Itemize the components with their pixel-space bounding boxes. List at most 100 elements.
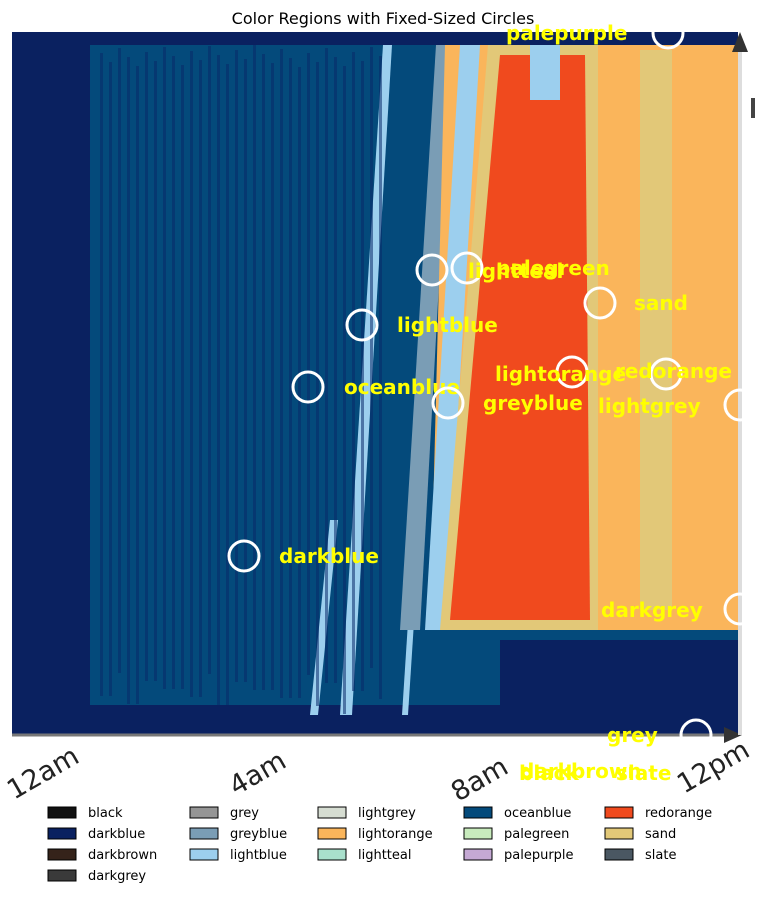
texture-stripe <box>136 66 139 704</box>
legend-swatch-greyblue <box>189 827 219 840</box>
marker-circle-sand <box>583 286 617 320</box>
region-label-palepurple: palepurple <box>506 21 627 45</box>
texture-stripe <box>199 60 202 697</box>
plot-area <box>12 32 738 735</box>
legend-item-darkblue: darkblue <box>47 827 145 842</box>
legend-label-palepurple: palepurple <box>504 848 574 863</box>
legend-label-redorange: redorange <box>645 806 712 821</box>
texture-stripe <box>343 66 346 714</box>
texture-stripe <box>307 53 310 675</box>
legend-label-slate: slate <box>645 848 676 863</box>
legend-item-sand: sand <box>604 827 676 842</box>
legend-label-darkgrey: darkgrey <box>88 869 146 884</box>
legend-label-palegreen: palegreen <box>504 827 569 842</box>
region-label-lightgrey: lightgrey <box>598 394 701 418</box>
texture-stripe <box>334 57 337 683</box>
texture-stripe <box>361 61 364 691</box>
region-left-darkblue <box>12 40 72 730</box>
region-label-lightblue: lightblue <box>397 313 498 337</box>
marker-circle-darkblue <box>227 539 261 573</box>
legend-swatch-darkgrey <box>47 869 77 882</box>
legend-label-darkbrown: darkbrown <box>88 848 157 863</box>
legend-swatch-palepurple <box>463 848 493 861</box>
legend-label-lightblue: lightblue <box>230 848 287 863</box>
region-redorange <box>450 55 590 620</box>
texture-stripe <box>262 54 265 690</box>
region-label-darkgrey: darkgrey <box>601 598 703 622</box>
region-label-oceanblue: oceanblue <box>344 375 460 399</box>
legend-item-lightteal: lightteal <box>317 848 412 863</box>
legend-swatch-black <box>47 806 77 819</box>
marker-circle-lightblue <box>345 308 379 342</box>
legend-swatch-palegreen <box>463 827 493 840</box>
legend-label-greyblue: greyblue <box>230 827 287 842</box>
region-label-slate: slate <box>616 761 671 785</box>
texture-stripe <box>226 64 229 705</box>
legend-item-palepurple: palepurple <box>463 848 574 863</box>
legend-item-oceanblue: oceanblue <box>463 806 571 821</box>
texture-stripe <box>298 67 301 698</box>
legend-swatch-darkblue <box>47 827 77 840</box>
legend-label-black: black <box>88 806 123 821</box>
region-label-sand: sand <box>634 291 688 315</box>
legend-item-palegreen: palegreen <box>463 827 569 842</box>
region-right-lightorange <box>672 50 738 610</box>
marker-circle-darkgrey <box>723 592 757 626</box>
marker-circle-oceanblue <box>291 370 325 404</box>
texture-stripe <box>118 48 121 673</box>
texture-stripe <box>352 52 355 691</box>
region-label-greyblue: greyblue <box>483 391 583 415</box>
legend-swatch-sand <box>604 827 634 840</box>
region-label-black: black <box>519 761 580 785</box>
texture-stripe <box>163 47 166 689</box>
stripe-greyblue <box>400 45 452 630</box>
region-label-lightorange: lightorange <box>495 362 626 386</box>
marker-circle-grey <box>679 718 713 752</box>
y-axis-arrow <box>732 32 748 52</box>
texture-stripe <box>289 58 292 698</box>
legend-item-lightgrey: lightgrey <box>317 806 416 821</box>
texture-stripe <box>244 59 247 682</box>
texture-stripe <box>271 63 274 690</box>
tick-label-12am: 12am <box>2 741 84 806</box>
texture-stripe <box>154 61 157 681</box>
legend-label-sand: sand <box>645 827 676 842</box>
legend-swatch-darkbrown <box>47 848 77 861</box>
region-label-lightteal: lightteal <box>468 259 563 283</box>
tick-label-4am: 4am <box>224 745 291 802</box>
legend-swatch-redorange <box>604 806 634 819</box>
stripe-lightblue-4 <box>425 45 480 630</box>
legend-swatch-oceanblue <box>463 806 493 819</box>
marker-circle-palegreen <box>450 251 484 285</box>
legend-item-redorange: redorange <box>604 806 712 821</box>
texture-stripe <box>217 55 220 705</box>
marker-circle-greyblue <box>431 386 465 420</box>
legend-label-grey: grey <box>230 806 259 821</box>
legend: black darkblue darkbrown darkgrey grey greybl… <box>47 806 712 884</box>
region-label-redorange: redorange <box>615 359 732 383</box>
marker-circle-palepurple <box>651 16 685 50</box>
legend-swatch-slate <box>604 848 634 861</box>
axes <box>12 32 755 743</box>
legend-label-darkblue: darkblue <box>88 827 145 842</box>
texture-stripe <box>109 62 112 696</box>
legend-swatch-lightblue <box>189 848 219 861</box>
legend-swatch-lightgrey <box>317 806 347 819</box>
texture-stripe <box>181 65 184 689</box>
legend-label-oceanblue: oceanblue <box>504 806 571 821</box>
legend-item-darkgrey: darkgrey <box>47 869 146 884</box>
legend-label-lightorange: lightorange <box>358 827 433 842</box>
texture-stripe <box>379 56 382 699</box>
legend-item-greyblue: greyblue <box>189 827 287 842</box>
legend-item-grey: grey <box>189 806 259 821</box>
notch-lightblue <box>530 45 560 100</box>
axis-label-fragment <box>751 98 755 118</box>
texture-stripe <box>370 47 373 668</box>
marker-circle-redorange <box>649 357 683 391</box>
legend-item-lightblue: lightblue <box>189 848 287 863</box>
region-label-grey: grey <box>607 723 658 747</box>
region-label-darkblue: darkblue <box>279 544 379 568</box>
texture-stripe <box>172 56 175 689</box>
